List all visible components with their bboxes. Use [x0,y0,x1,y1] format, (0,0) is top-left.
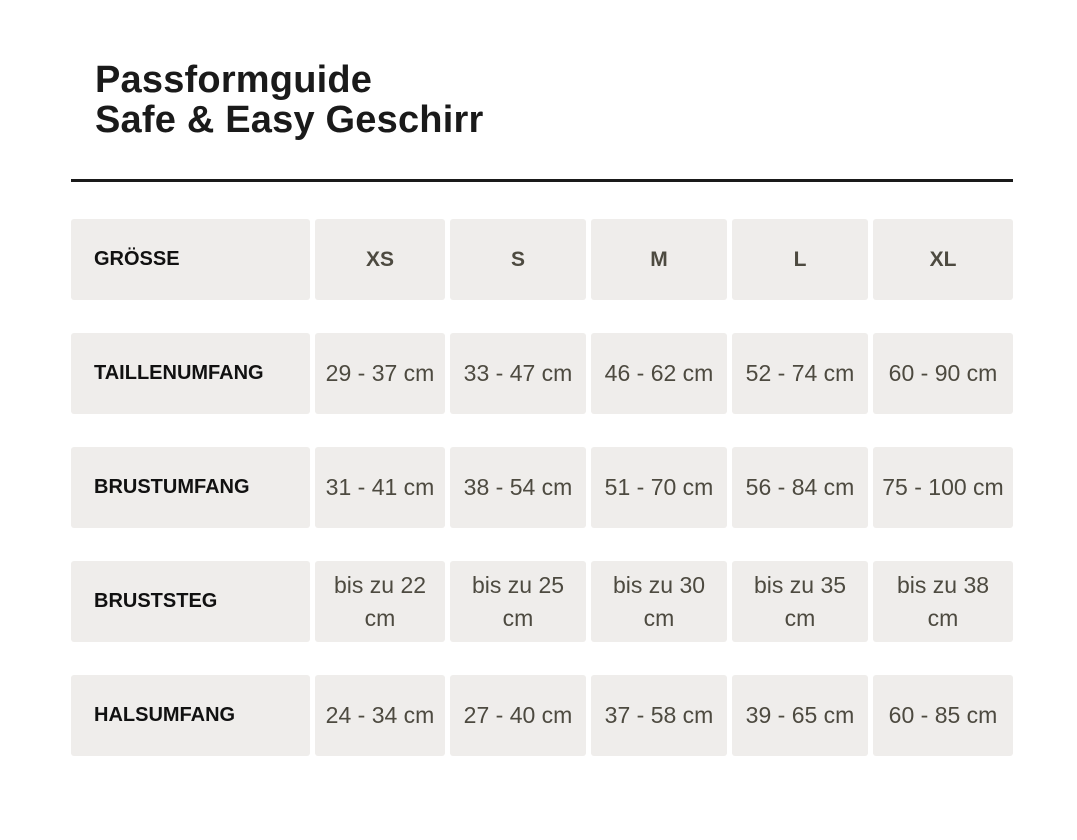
value-cell-text: bis zu 38 cm [896,571,990,631]
value-cell-text: 60 - 90 cm [888,360,998,386]
size-header-cell-text: XS [365,248,394,271]
value-cell: 37 - 58 cm [591,675,727,756]
row-label-cell-text: BRUSTSTEG [94,590,218,612]
value-cell: bis zu 30 cm [591,561,727,642]
header-label-cell-text: GRÖSSE [94,248,180,270]
value-cell-text: 39 - 65 cm [745,702,855,728]
value-cell: 52 - 74 cm [732,333,868,414]
value-cell-text: bis zu 22 cm [333,571,427,631]
value-cell: 29 - 37 cm [315,333,445,414]
row-label-cell: HALSUMFANG [71,675,310,756]
value-cell: 24 - 34 cm [315,675,445,756]
row-label-cell: BRUSTUMFANG [71,447,310,528]
size-header-cell-text: M [650,248,668,271]
size-header-cell: S [450,219,586,300]
value-cell: 38 - 54 cm [450,447,586,528]
value-cell: 31 - 41 cm [315,447,445,528]
value-cell-text: 46 - 62 cm [604,360,714,386]
value-cell-text: 27 - 40 cm [463,702,573,728]
row-label-cell: TAILLENUMFANG [71,333,310,414]
value-cell: 33 - 47 cm [450,333,586,414]
value-cell: 51 - 70 cm [591,447,727,528]
size-header-cell-text: L [793,248,807,271]
value-cell-text: 24 - 34 cm [325,702,435,728]
value-cell-text: 60 - 85 cm [888,702,998,728]
value-cell-text: bis zu 25 cm [471,571,565,631]
value-cell: 75 - 100 cm [873,447,1013,528]
value-cell-text: 29 - 37 cm [325,360,435,386]
value-cell: 27 - 40 cm [450,675,586,756]
value-cell: bis zu 22 cm [315,561,445,642]
value-cell-text: 38 - 54 cm [463,474,573,500]
value-cell: 60 - 90 cm [873,333,1013,414]
value-cell: 60 - 85 cm [873,675,1013,756]
value-cell-text: bis zu 30 cm [612,571,706,631]
value-cell: bis zu 35 cm [732,561,868,642]
value-cell-text: 52 - 74 cm [745,360,855,386]
value-cell-text: 51 - 70 cm [604,474,714,500]
value-cell: bis zu 25 cm [450,561,586,642]
size-header-cell: XL [873,219,1013,300]
value-cell: bis zu 38 cm [873,561,1013,642]
value-cell-text: 31 - 41 cm [325,474,435,500]
value-cell: 56 - 84 cm [732,447,868,528]
size-header-cell-text: XL [929,248,957,271]
row-label-cell-text: HALSUMFANG [94,704,236,726]
title-line-2: Safe & Easy Geschirr [95,99,484,141]
row-label-cell-text: BRUSTUMFANG [94,476,250,498]
value-cell-text: 37 - 58 cm [604,702,714,728]
value-cell-text: 33 - 47 cm [463,360,573,386]
size-header-cell: M [591,219,727,300]
value-cell-text: bis zu 35 cm [753,571,847,631]
size-header-cell: L [732,219,868,300]
header-label-cell: GRÖSSE [71,219,310,300]
size-header-cell-text: S [510,248,525,271]
row-label-cell: BRUSTSTEG [71,561,310,642]
size-header-cell: XS [315,219,445,300]
value-cell-text: 56 - 84 cm [745,474,855,500]
title-line-1: Passformguide [95,59,373,101]
row-label-cell-text: TAILLENUMFANG [94,362,264,384]
value-cell: 39 - 65 cm [732,675,868,756]
page-title: Passformguide Safe & Easy Geschirr [95,60,483,140]
value-cell-text: 75 - 100 cm [882,474,1004,500]
value-cell: 46 - 62 cm [591,333,727,414]
divider [71,179,1013,182]
